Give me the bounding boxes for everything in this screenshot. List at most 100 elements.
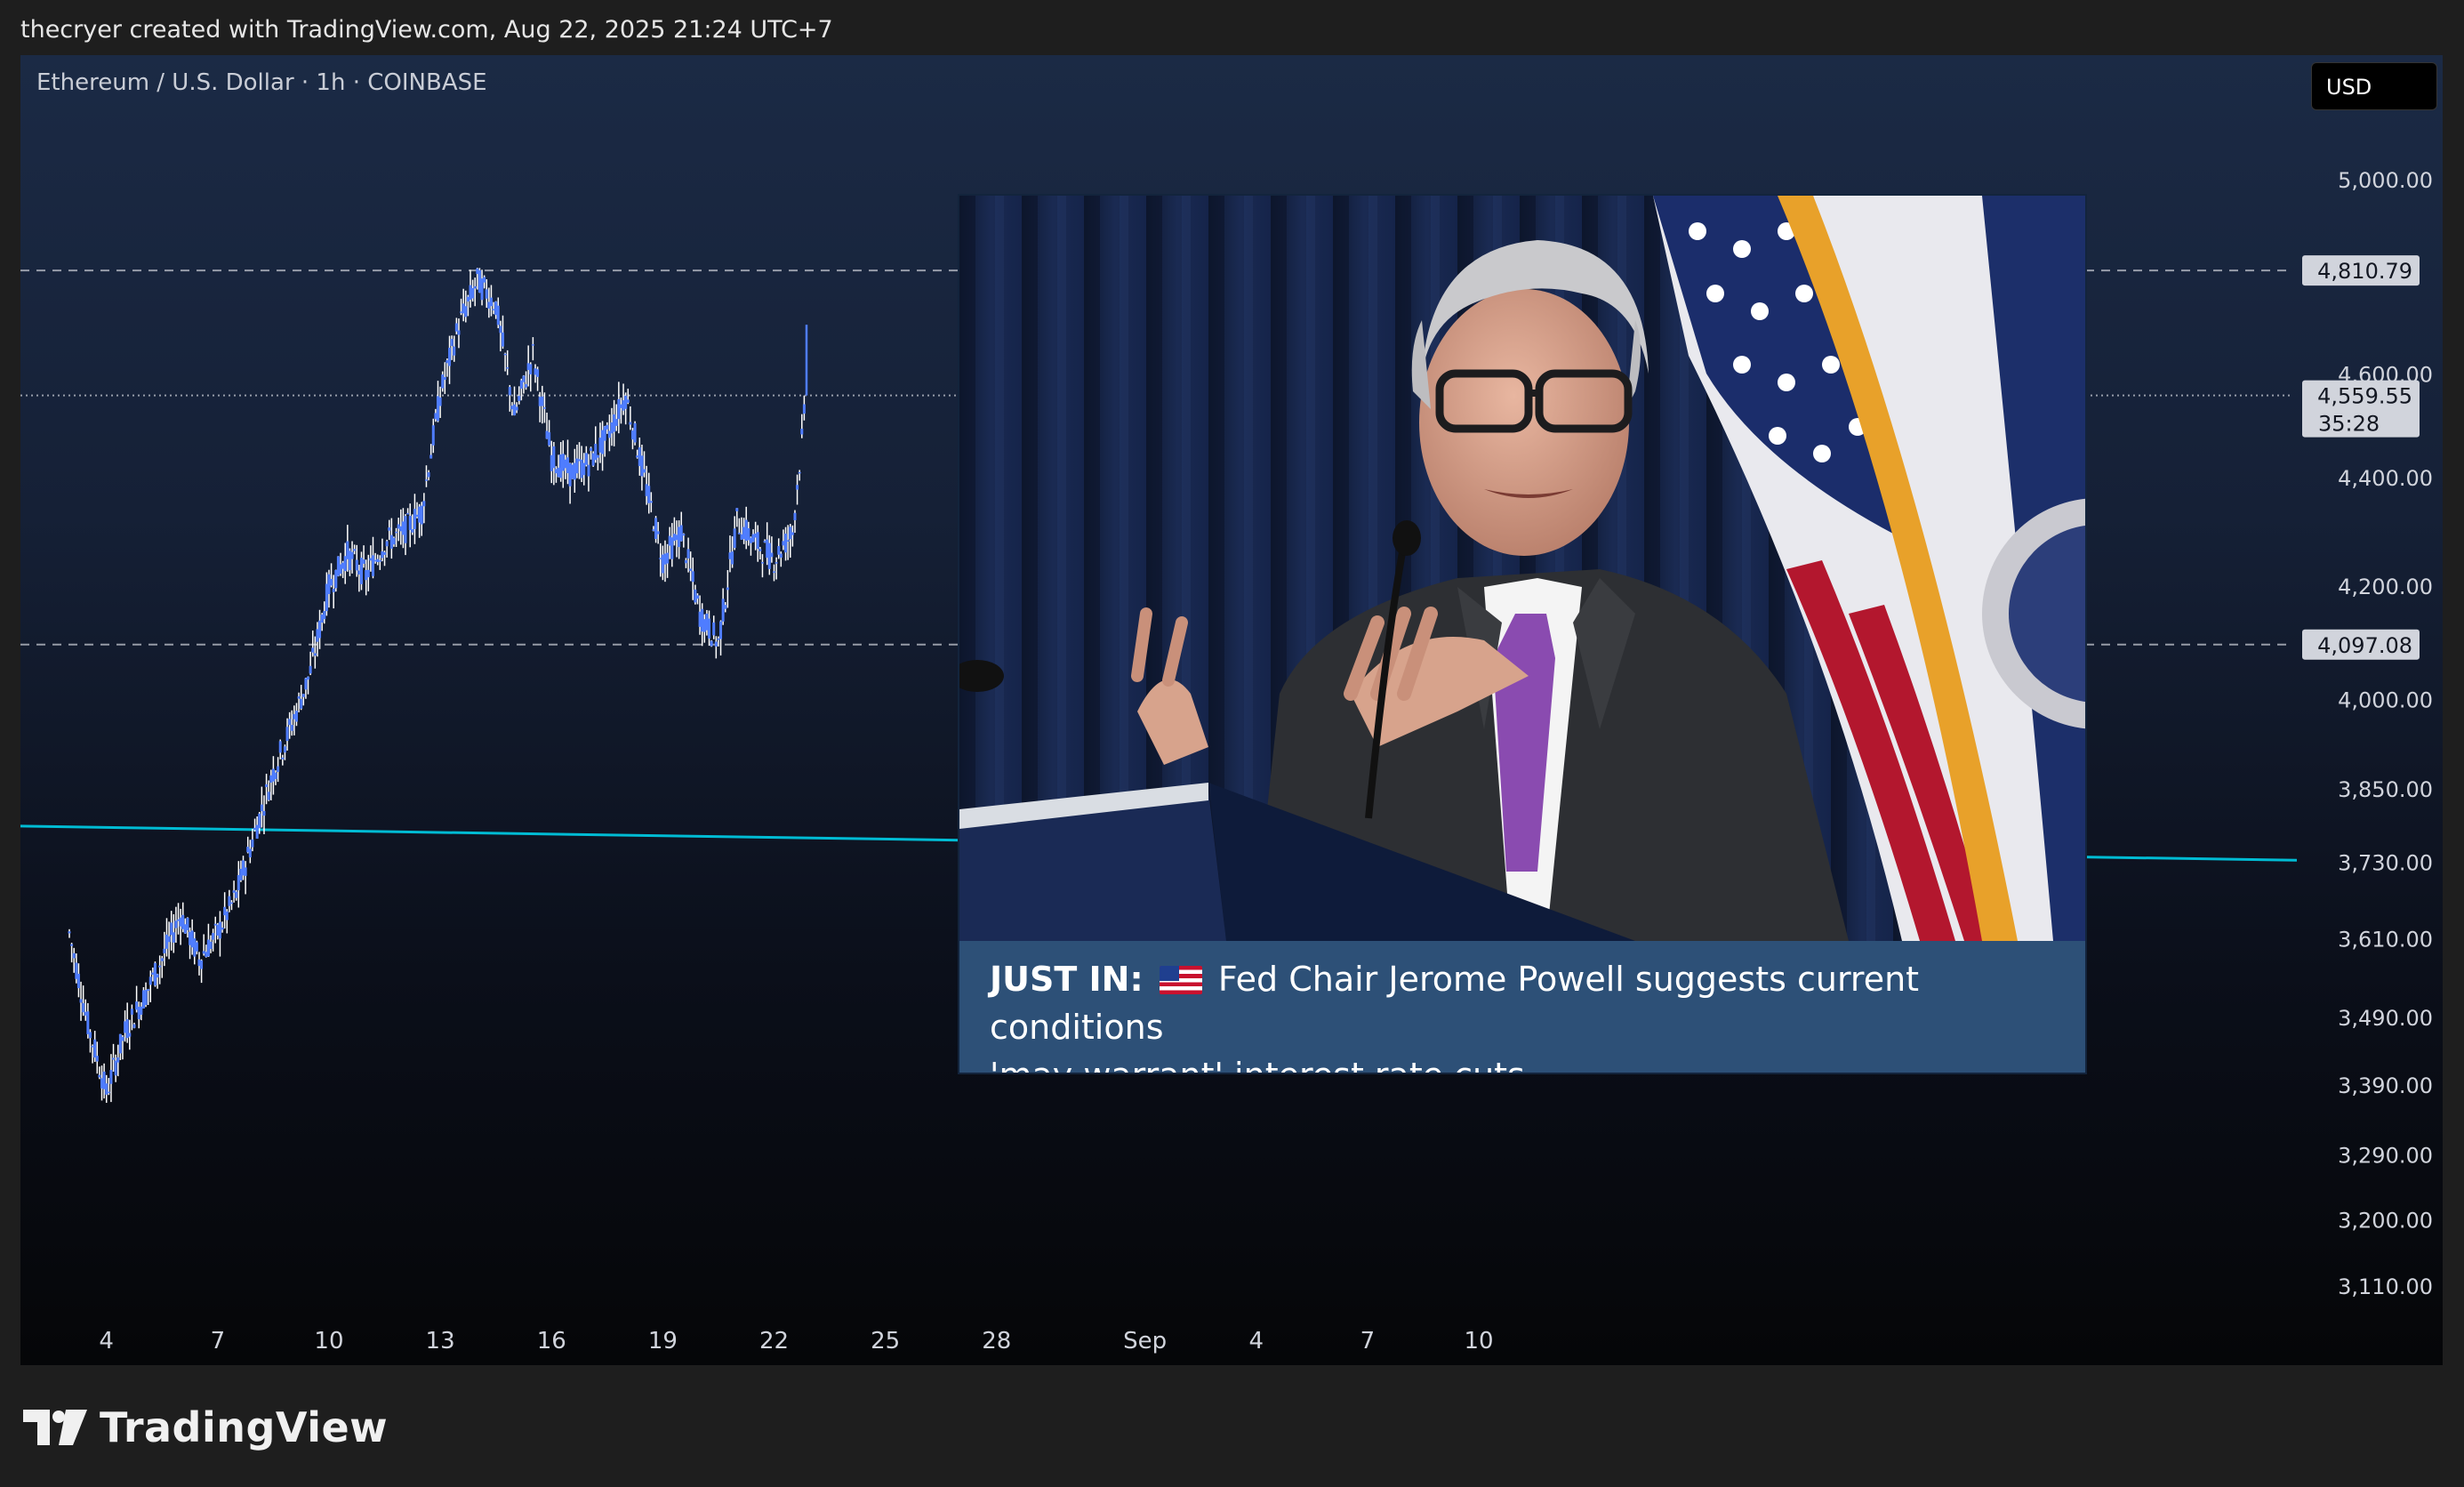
candle-body xyxy=(731,551,734,565)
tradingview-logo[interactable]: TradingView xyxy=(23,1396,388,1459)
brand-name: TradingView xyxy=(100,1403,389,1451)
candle-body xyxy=(95,1056,99,1062)
candle-body xyxy=(209,941,213,949)
price-tick-label: 3,850.00 xyxy=(2338,777,2433,802)
candle-body xyxy=(758,549,762,551)
candle-body xyxy=(473,285,477,289)
candle-body xyxy=(156,974,159,978)
price-tag xyxy=(2302,380,2420,438)
candle-body xyxy=(689,568,693,571)
candle-body xyxy=(359,558,363,584)
candle-body xyxy=(483,277,486,283)
candle-body xyxy=(617,398,621,420)
candle-body xyxy=(733,528,736,549)
candle-body xyxy=(684,559,687,564)
candle-body xyxy=(221,927,224,930)
candle-body xyxy=(431,425,435,446)
candle-body xyxy=(601,430,605,454)
candle-body xyxy=(86,1011,90,1034)
candle-body xyxy=(228,896,231,906)
price-chart[interactable]: 5,000.004,600.004,400.004,200.004,000.00… xyxy=(20,55,2443,1365)
price-tags-layer: 4,810.79 4,559.55 35:28 4,097.08 xyxy=(2302,255,2420,660)
candle-body xyxy=(420,505,423,525)
candle-body xyxy=(311,647,315,653)
price-tick-label: 4,200.00 xyxy=(2338,575,2433,599)
candle-body xyxy=(596,454,599,458)
candle-body xyxy=(622,400,625,411)
candle-body xyxy=(397,524,400,529)
candle-body xyxy=(721,599,725,622)
candle-body xyxy=(206,939,210,957)
candle-body xyxy=(460,311,463,313)
candle-body xyxy=(288,719,292,726)
candle-body xyxy=(661,554,664,574)
candle-body xyxy=(541,396,544,406)
candle-body xyxy=(160,958,164,961)
candle-body xyxy=(413,509,416,529)
candle-body xyxy=(568,463,572,486)
candle-body xyxy=(383,552,387,555)
candle-body xyxy=(244,867,247,876)
price-tick-label: 3,200.00 xyxy=(2338,1208,2433,1233)
candle-body xyxy=(454,323,458,332)
time-tick-label: 16 xyxy=(537,1328,566,1354)
candle-body xyxy=(389,535,393,549)
candle-body xyxy=(796,485,799,490)
candle-body xyxy=(147,989,150,992)
candle-body xyxy=(372,555,375,576)
candle-body xyxy=(607,430,611,438)
candle-body xyxy=(740,534,743,540)
candle-body xyxy=(510,406,514,410)
candle-body xyxy=(643,469,646,473)
candle-body xyxy=(538,397,542,406)
candle-body xyxy=(594,444,598,461)
candle-body xyxy=(260,804,263,812)
price-series-layer xyxy=(68,268,808,1104)
candle-body xyxy=(167,936,171,943)
candle-body xyxy=(132,1024,136,1028)
candle-body xyxy=(536,369,540,377)
candle-body xyxy=(550,454,553,471)
candle-body xyxy=(408,516,412,530)
candle-body xyxy=(770,552,774,558)
price-tick-label: 3,490.00 xyxy=(2338,1006,2433,1031)
candle-body xyxy=(624,395,628,409)
price-tag xyxy=(2302,629,2420,660)
price-tick-label: 5,000.00 xyxy=(2338,168,2433,193)
candle-body xyxy=(548,432,551,446)
candle-body xyxy=(76,973,80,989)
candle-body xyxy=(679,525,683,542)
candle-body xyxy=(309,665,312,674)
currency-button[interactable]: USD xyxy=(2311,62,2437,110)
time-axis: 4 7 10 13 16 19 22 25 28 Sep 4 7 10 xyxy=(99,1328,1493,1354)
price-tick-label: 3,290.00 xyxy=(2338,1144,2433,1169)
candle-body xyxy=(519,380,523,389)
candle-body xyxy=(341,562,345,569)
candle-body xyxy=(365,569,368,581)
candle-body xyxy=(271,768,275,782)
candle-body xyxy=(294,711,298,722)
candle-body xyxy=(148,977,152,985)
time-tick-label: 28 xyxy=(982,1328,1011,1354)
candle-body xyxy=(531,344,534,346)
candle-body xyxy=(102,1071,106,1089)
candle-body xyxy=(775,562,778,564)
candle-body xyxy=(218,921,221,939)
candle-body xyxy=(332,589,335,592)
candle-body xyxy=(121,1036,124,1041)
candle-body xyxy=(269,775,273,783)
candle-body xyxy=(501,332,504,347)
candle-body xyxy=(489,297,493,307)
candle-body xyxy=(216,924,220,936)
candle-body xyxy=(114,1060,117,1076)
candle-body xyxy=(316,629,319,642)
news-prefix: JUST IN: xyxy=(990,960,1144,999)
candle-body xyxy=(429,454,433,459)
candle-body xyxy=(793,512,797,520)
time-tick-label: 10 xyxy=(314,1328,343,1354)
candle-body xyxy=(70,944,74,946)
candle-body xyxy=(274,772,277,780)
candle-body xyxy=(782,541,785,546)
candle-body xyxy=(334,569,338,589)
candle-body xyxy=(784,534,788,553)
